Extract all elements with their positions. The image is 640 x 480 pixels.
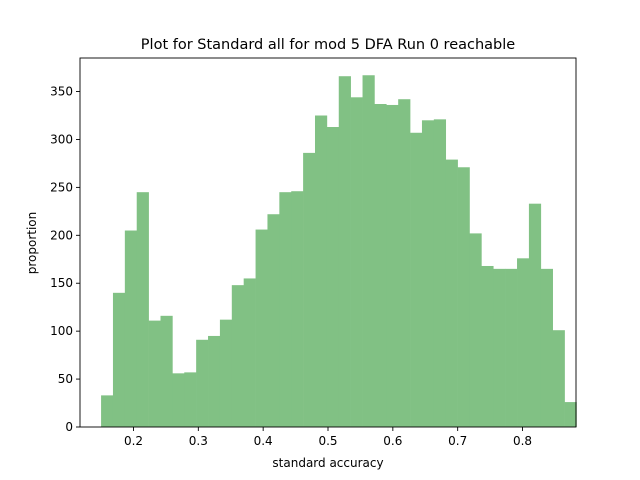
histogram-bar xyxy=(469,233,482,427)
histogram-bar xyxy=(243,278,256,427)
y-tick-label: 150 xyxy=(50,276,73,290)
histogram-bar xyxy=(314,115,328,427)
histogram-bar xyxy=(564,402,577,427)
histogram-bar xyxy=(208,335,221,427)
histogram-bar xyxy=(219,319,233,427)
histogram-bar xyxy=(136,192,149,427)
histogram-bar xyxy=(196,339,209,427)
histogram-bar xyxy=(160,315,173,427)
histogram-bar xyxy=(386,104,399,428)
histogram-bar xyxy=(517,258,530,427)
histogram-bar xyxy=(184,372,197,427)
x-axis-ticks: 0.2 0.3 0.4 0.5 0.6 0.7 0.8 xyxy=(124,427,532,448)
x-tick-label: 0.8 xyxy=(513,434,532,448)
histogram-bar xyxy=(231,285,244,427)
chart-title: Plot for Standard all for mod 5 DFA Run … xyxy=(141,37,515,53)
histogram-bar xyxy=(172,373,185,427)
histogram-bar xyxy=(279,192,292,427)
histogram-bar xyxy=(267,214,280,427)
histogram-bar xyxy=(362,75,375,427)
histogram-bar xyxy=(291,191,304,427)
x-tick-label: 0.7 xyxy=(448,434,467,448)
y-tick-label: 350 xyxy=(50,85,73,99)
y-tick-label: 0 xyxy=(65,420,73,434)
y-axis-label: proportion xyxy=(25,212,39,275)
histogram-bar xyxy=(338,76,351,427)
histogram-bar xyxy=(540,268,553,427)
histogram-bar xyxy=(255,229,268,427)
bars-group xyxy=(101,75,577,428)
histogram-bar xyxy=(303,152,316,427)
histogram-bar xyxy=(101,395,114,427)
y-axis-ticks: 0 50 100 150 200 250 300 350 xyxy=(50,85,80,434)
y-tick-label: 100 xyxy=(50,324,73,338)
histogram-bar xyxy=(124,230,138,427)
histogram-bar xyxy=(445,159,458,428)
histogram-bar xyxy=(457,167,470,428)
histogram-bar xyxy=(374,104,387,428)
histogram-bar xyxy=(481,265,494,427)
histogram-bar xyxy=(326,127,340,428)
histogram-bar xyxy=(112,292,126,427)
histogram-bar xyxy=(350,97,363,427)
x-tick-label: 0.2 xyxy=(124,434,143,448)
x-axis-label: standard accuracy xyxy=(272,456,383,470)
histogram-bar xyxy=(410,132,423,428)
histogram-bar xyxy=(148,320,161,427)
x-tick-label: 0.5 xyxy=(318,434,337,448)
y-tick-label: 200 xyxy=(50,228,73,242)
y-tick-label: 300 xyxy=(50,132,73,146)
histogram-bar xyxy=(493,268,506,427)
histogram-bar xyxy=(433,119,447,427)
histogram-bar xyxy=(552,330,565,427)
y-tick-label: 50 xyxy=(58,372,73,386)
x-tick-label: 0.3 xyxy=(189,434,208,448)
histogram-bar xyxy=(398,99,411,428)
x-tick-label: 0.4 xyxy=(254,434,273,448)
y-tick-label: 250 xyxy=(50,180,73,194)
histogram-bar xyxy=(528,203,542,427)
histogram-bar xyxy=(505,268,518,427)
x-tick-label: 0.6 xyxy=(383,434,402,448)
plot-frame xyxy=(79,57,577,428)
histogram-bar xyxy=(421,120,435,427)
